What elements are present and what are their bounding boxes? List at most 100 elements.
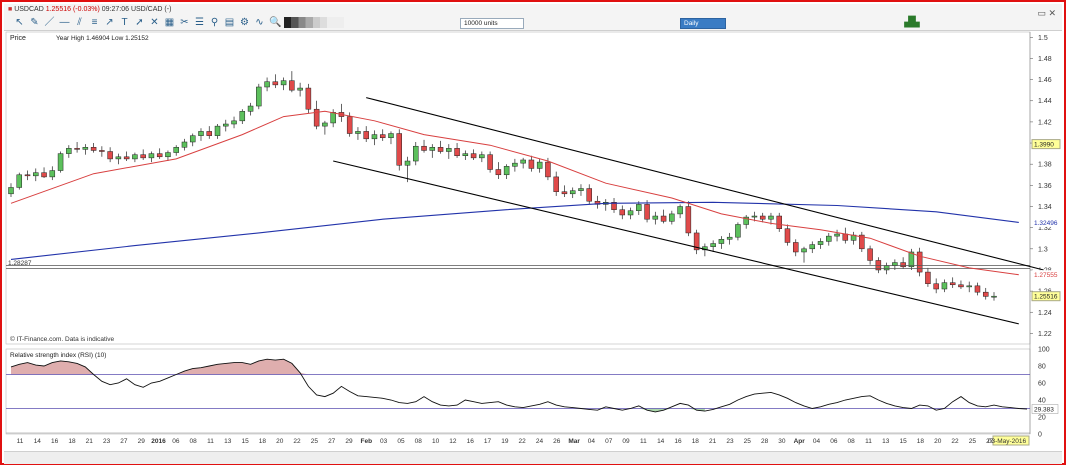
x-tick-label: 04 xyxy=(813,438,821,445)
layout-icon[interactable]: ▟▙ xyxy=(904,17,920,28)
candle-body xyxy=(693,232,700,251)
x-tick-label: 30 xyxy=(778,438,786,445)
grid-icon[interactable]: ▤ xyxy=(224,17,235,28)
candle-body xyxy=(784,228,791,243)
candle-body xyxy=(297,87,303,91)
candle-body xyxy=(429,147,436,151)
candle-body xyxy=(644,204,650,220)
window-controls[interactable]: ▭ ✕ xyxy=(1037,8,1056,18)
hand-icon[interactable]: ☰ xyxy=(195,17,204,28)
candle-body xyxy=(165,152,171,158)
channel-lower-line xyxy=(333,160,1019,325)
price-marker-label: 1.3990 xyxy=(1034,142,1054,149)
text-icon[interactable]: T xyxy=(121,17,128,28)
tool-icons: ↖ ✎ ／ — ⫽ ≡ ↗ T ➚ ✕ ▦ ✂ ☰ ⚲ ▤ ⚙ ∿ 🔍 xyxy=(14,17,344,29)
candle-body xyxy=(49,170,56,178)
candle-body xyxy=(396,133,402,166)
x-tick-label: 24 xyxy=(536,438,544,445)
cross-icon[interactable]: ✕ xyxy=(150,17,159,28)
indicator-icon[interactable]: ∿ xyxy=(255,17,264,28)
candle-body xyxy=(685,206,692,234)
candle-body xyxy=(322,122,328,127)
instrument-header: ■ USDCAD 1.25516 (-0.03%) 09:27:06 USD/C… xyxy=(8,6,171,13)
pattern-icon[interactable]: ▦ xyxy=(164,17,175,28)
rsi-panel xyxy=(5,348,1031,435)
candle-body xyxy=(974,285,981,293)
candle-body xyxy=(479,154,485,159)
candle-body xyxy=(404,160,411,166)
candle-body xyxy=(363,131,369,140)
candle-body xyxy=(536,161,543,169)
pencil-icon[interactable]: ✎ xyxy=(30,17,39,28)
period-select[interactable]: Daily xyxy=(680,18,726,29)
candles xyxy=(8,71,997,301)
rsi-oversold-fill xyxy=(630,408,705,412)
ray-icon[interactable]: ↗ xyxy=(105,17,114,28)
swatch-icon[interactable] xyxy=(284,17,344,28)
rsi-tick-label: 0 xyxy=(1038,432,1042,439)
arrow-icon[interactable]: ➚ xyxy=(135,17,144,28)
candle-body xyxy=(883,265,890,271)
candle-body xyxy=(569,190,576,195)
price-panel-title: Price xyxy=(10,35,26,42)
candle-body xyxy=(619,209,626,216)
price-panel xyxy=(5,31,1031,345)
x-tick-label: 2016 xyxy=(151,438,166,445)
x-tick-label: 27 xyxy=(986,438,994,445)
labels: 1.51.481.461.441.421.41.381.361.341.321.… xyxy=(8,35,1061,446)
candle-body xyxy=(16,174,23,188)
instrument-name: USD/CAD (-) xyxy=(130,6,172,13)
candle-body xyxy=(900,262,906,268)
candle-body xyxy=(586,188,592,202)
x-tick-label: 11 xyxy=(17,438,24,445)
candle-body xyxy=(834,233,840,237)
candle-body xyxy=(528,159,535,169)
candle-body xyxy=(809,244,816,250)
channel-icon[interactable]: ⫽ xyxy=(77,17,82,28)
candle-body xyxy=(289,80,295,91)
x-tick-label: 13 xyxy=(224,438,232,445)
candle-body xyxy=(24,174,31,177)
x-tick-label: 15 xyxy=(899,438,907,445)
x-tick-label: 28 xyxy=(761,438,769,445)
price-marker-label: 1.25516 xyxy=(1034,294,1058,301)
candle-body xyxy=(768,215,774,220)
candle-body xyxy=(470,153,477,159)
trendline-icon[interactable]: ／ xyxy=(44,17,55,28)
erase-icon[interactable]: ✂ xyxy=(180,17,189,28)
candle-body xyxy=(867,248,873,261)
candle-body xyxy=(90,147,97,151)
search-icon[interactable]: 🔍 xyxy=(269,17,282,28)
candle-body xyxy=(859,234,865,250)
candle-body xyxy=(669,213,675,222)
price-tick-label: 1.36 xyxy=(1038,183,1052,190)
price-tick-label: 1.46 xyxy=(1038,77,1052,84)
zoom-icon[interactable]: ⚲ xyxy=(210,17,219,28)
fibonacci-icon[interactable]: ≡ xyxy=(91,17,98,28)
x-tick-label: 11 xyxy=(640,438,647,445)
x-tick-label: 23 xyxy=(103,438,111,445)
candle-body xyxy=(41,172,47,178)
candle-body xyxy=(611,202,617,210)
x-date-box xyxy=(992,435,1030,446)
candle-body xyxy=(99,150,105,152)
candle-body xyxy=(173,147,179,153)
units-select[interactable]: 10000 units xyxy=(460,18,524,29)
x-tick-label: 06 xyxy=(172,438,180,445)
candle-body xyxy=(487,154,493,170)
candle-body xyxy=(553,176,559,192)
x-tick-label: 21 xyxy=(709,438,717,445)
x-tick-label: Apr xyxy=(794,438,806,445)
horizontal-line-icon[interactable]: — xyxy=(59,17,70,28)
price-marker-box xyxy=(1031,291,1061,302)
candle-body xyxy=(949,282,956,286)
x-tick-label: 22 xyxy=(951,438,959,445)
settings-icon[interactable]: ⚙ xyxy=(240,17,249,28)
candle-body xyxy=(198,131,204,136)
rsi-overbought-fill xyxy=(151,359,309,375)
ma-slow-line xyxy=(10,201,1019,260)
cursor-icon[interactable]: ↖ xyxy=(15,17,24,28)
candle-body xyxy=(751,215,758,218)
scroll-bar[interactable] xyxy=(4,451,1062,464)
